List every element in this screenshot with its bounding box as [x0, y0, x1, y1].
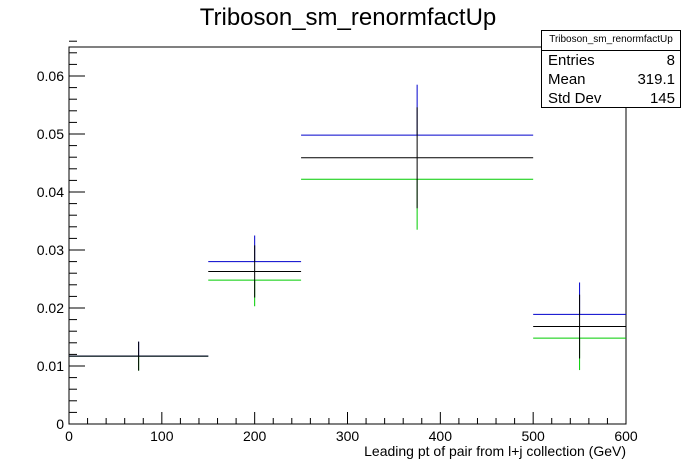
stats-label: Entries	[548, 52, 595, 69]
stats-value: 8	[666, 52, 675, 69]
stats-value: 319.1	[637, 71, 675, 88]
x-tick-label: 300	[336, 428, 360, 444]
y-tick-label: 0.02	[37, 300, 64, 316]
stats-row-mean: Mean 319.1	[542, 70, 680, 89]
x-tick-label: 400	[429, 428, 453, 444]
x-tick-label: 600	[614, 428, 638, 444]
stats-label: Mean	[548, 71, 586, 88]
stats-box: Triboson_sm_renormfactUp Entries 8 Mean …	[541, 30, 681, 108]
y-tick-label: 0.06	[37, 68, 64, 84]
stats-title: Triboson_sm_renormfactUp	[542, 31, 680, 51]
stats-value: 145	[649, 90, 675, 107]
x-tick-label: 200	[243, 428, 267, 444]
y-tick-label: 0.03	[37, 242, 64, 258]
stats-label: Std Dev	[548, 90, 602, 107]
x-axis-label: Leading pt of pair from l+j collection (…	[364, 443, 626, 459]
y-tick-label: 0.04	[37, 184, 64, 200]
stats-row-entries: Entries 8	[542, 51, 680, 70]
y-tick-label: 0	[56, 416, 64, 432]
x-tick-label: 0	[65, 428, 73, 444]
x-tick-label: 500	[521, 428, 545, 444]
y-tick-label: 0.01	[37, 358, 64, 374]
x-tick-label: 100	[150, 428, 174, 444]
chart-title: Triboson_sm_renormfactUp	[200, 4, 497, 31]
stats-row-stddev: Std Dev 145	[542, 89, 680, 108]
axes: 0 100 200 300 400 500 600 0 0.01 0.02 0.03 0.04 0.05…	[37, 40, 638, 444]
histogram-marks	[69, 84, 626, 371]
y-tick-label: 0.05	[37, 126, 64, 142]
